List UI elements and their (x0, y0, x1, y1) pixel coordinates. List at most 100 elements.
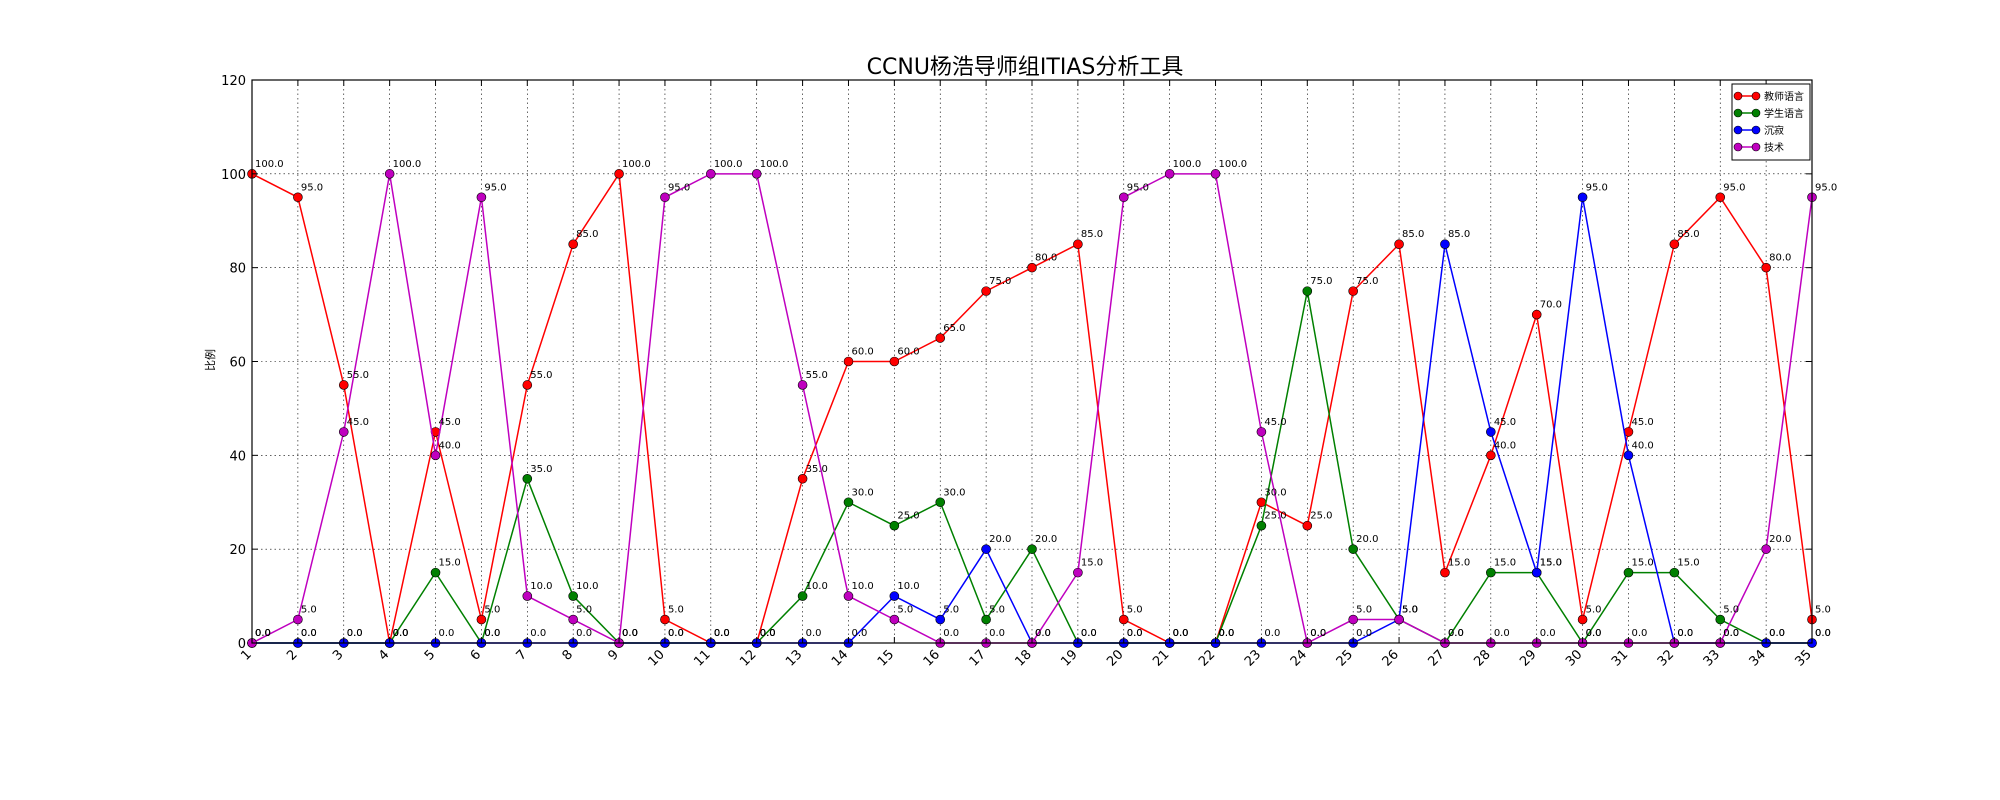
data-point (1256, 427, 1267, 437)
x-tick-label: 14 (829, 647, 851, 669)
x-tick-label: 28 (1471, 647, 1493, 669)
data-label: 0.0 (530, 628, 546, 639)
data-point (1164, 169, 1175, 179)
legend-swatch-marker (1751, 142, 1761, 152)
data-label: 65.0 (943, 323, 965, 334)
data-point (1577, 614, 1588, 625)
data-label: 0.0 (1310, 628, 1326, 639)
data-label: 0.0 (1631, 628, 1647, 639)
data-point (1302, 286, 1313, 296)
data-label: 0.0 (301, 628, 317, 639)
data-point (522, 380, 533, 390)
data-label: 0.0 (393, 628, 409, 639)
data-label: 10.0 (851, 581, 873, 592)
data-label: 0.0 (439, 628, 455, 639)
data-label: 80.0 (1769, 253, 1791, 264)
data-point (476, 192, 487, 203)
data-label: 85.0 (1402, 229, 1424, 240)
data-label: 0.0 (1448, 628, 1464, 639)
data-label: 0.0 (1677, 628, 1693, 639)
legend-swatch-marker (1733, 142, 1743, 152)
data-label: 0.0 (760, 628, 776, 639)
data-point (1715, 614, 1726, 625)
data-point (1210, 169, 1221, 179)
data-label: 45.0 (1631, 417, 1653, 428)
y-tick-label: 80 (229, 262, 246, 277)
data-label: 55.0 (347, 370, 369, 381)
data-point (935, 614, 946, 625)
x-tick-label: 9 (605, 647, 621, 663)
y-axis-label: 比例 (203, 349, 217, 371)
data-label: 0.0 (1264, 628, 1280, 639)
data-label: 60.0 (897, 347, 919, 358)
data-label: 100.0 (760, 159, 789, 170)
data-label: 0.0 (1173, 628, 1189, 639)
x-tick-label: 20 (1104, 647, 1126, 669)
data-point (476, 614, 487, 625)
data-label: 0.0 (668, 628, 684, 639)
data-label: 5.0 (897, 605, 913, 616)
data-label: 5.0 (1586, 605, 1602, 616)
data-label: 40.0 (1494, 440, 1516, 451)
data-label: 25.0 (897, 511, 919, 522)
x-tick-label: 8 (560, 647, 576, 663)
data-point (660, 192, 670, 203)
data-label: 100.0 (714, 159, 743, 170)
data-point (522, 591, 533, 601)
legend-swatch-marker (1733, 108, 1743, 118)
data-point (568, 591, 578, 601)
x-tick-label: 11 (691, 647, 713, 669)
data-label: 0.0 (1035, 628, 1051, 639)
data-label: 15.0 (1081, 558, 1103, 569)
data-label: 0.0 (347, 628, 363, 639)
data-point (384, 169, 395, 179)
data-point (430, 450, 441, 461)
legend-swatch-marker (1733, 91, 1743, 101)
x-tick-label: 32 (1655, 647, 1677, 669)
data-label: 95.0 (1127, 182, 1149, 193)
data-label: 0.0 (1035, 628, 1051, 639)
data-point (797, 591, 808, 601)
data-label: 100.0 (255, 159, 284, 170)
legend-label: 学生语言 (1764, 107, 1804, 120)
x-tick-label: 13 (783, 647, 805, 669)
y-tick-label: 0 (238, 637, 246, 652)
data-label: 20.0 (1769, 534, 1791, 545)
data-label: 0.0 (1494, 628, 1510, 639)
data-point (1118, 192, 1129, 203)
data-point (660, 614, 670, 625)
data-label: 5.0 (1356, 605, 1372, 616)
data-point (338, 380, 349, 390)
chart-title: CCNU杨浩导师组ITIAS分析工具 (867, 55, 1184, 80)
data-label: 0.0 (1081, 628, 1097, 639)
data-label: 100.0 (1219, 159, 1248, 170)
x-tick-label: 34 (1747, 647, 1769, 669)
data-label: 0.0 (1723, 628, 1739, 639)
data-point (1118, 614, 1129, 625)
data-point (706, 169, 716, 179)
data-point (293, 192, 303, 203)
data-point (568, 614, 578, 625)
data-point (1302, 520, 1313, 531)
data-label: 45.0 (439, 417, 461, 428)
data-label: 5.0 (1402, 605, 1418, 616)
data-label: 0.0 (760, 628, 776, 639)
data-label: 0.0 (347, 628, 363, 639)
data-label: 100.0 (1173, 159, 1202, 170)
data-point (843, 591, 854, 601)
data-label: 0.0 (622, 628, 638, 639)
data-point (1440, 567, 1450, 578)
data-point (981, 544, 991, 554)
data-point (1761, 262, 1771, 273)
legend-label: 教师语言 (1764, 90, 1804, 103)
x-tick-label: 7 (514, 647, 530, 663)
data-point (935, 333, 946, 343)
data-label: 0.0 (1815, 628, 1831, 639)
data-label: 15.0 (439, 558, 461, 569)
data-label: 0.0 (989, 628, 1005, 639)
data-label: 95.0 (1586, 182, 1608, 193)
y-tick-label: 120 (221, 74, 246, 89)
data-label: 70.0 (1540, 300, 1562, 311)
data-label: 45.0 (1264, 417, 1286, 428)
x-tick-label: 12 (737, 647, 759, 669)
